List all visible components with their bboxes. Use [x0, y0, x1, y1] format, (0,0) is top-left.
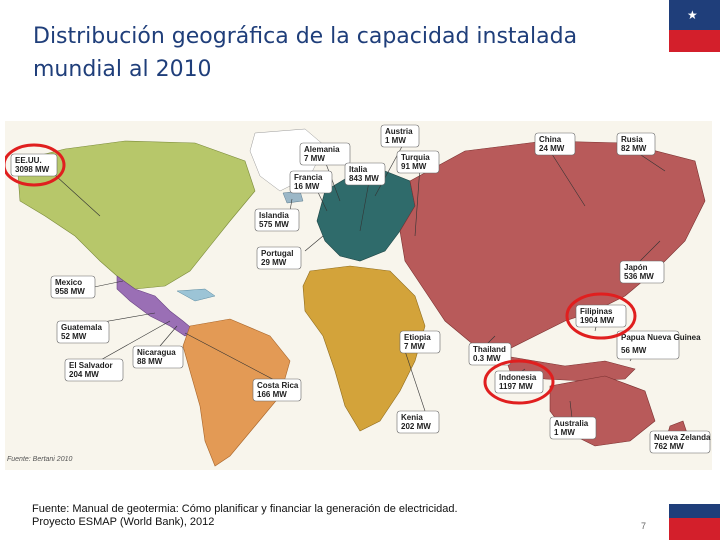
chile-flag-bottom [669, 504, 720, 540]
source-line-1: Fuente: Manual de geotermia: Cómo planif… [32, 503, 458, 515]
svg-text:958 MW: 958 MW [55, 287, 85, 296]
highlight-circle-indonesia [483, 359, 555, 405]
label-etiopia: Etiopia 7 MW [399, 330, 441, 354]
svg-text:24 MW: 24 MW [539, 144, 565, 153]
asia-shape [399, 140, 706, 352]
flag-blue-band-bottom [669, 504, 720, 518]
label-italia: Italia 843 MW [344, 162, 386, 186]
label-nicaragua: Nicaragua 88 MW [132, 345, 184, 369]
label-indonesia: Indonesia 1197 MW [494, 370, 544, 394]
svg-text:Japón: Japón [624, 263, 648, 272]
svg-text:Italia: Italia [349, 165, 368, 174]
label-costa-rica: Costa Rica 166 MW [252, 378, 302, 402]
svg-text:762 MW: 762 MW [654, 442, 684, 451]
svg-text:88 MW: 88 MW [137, 357, 163, 366]
label-mexico: Mexico 958 MW [50, 275, 96, 299]
caribbean-shape [176, 288, 216, 302]
slide-title: Distribución geográfica de la capacidad … [33, 24, 578, 82]
source-line-2: Proyecto ESMAP (World Bank), 2012 [32, 516, 215, 528]
highlight-circle-filipinas [565, 292, 637, 340]
flag-red-band-bottom [669, 518, 720, 540]
svg-text:1 MW: 1 MW [554, 428, 575, 437]
label-nueva-zelanda: Nueva Zelanda 762 MW [649, 430, 711, 454]
svg-text:Costa Rica: Costa Rica [257, 381, 299, 390]
label-filipinas: Filipinas 1904 MW [575, 304, 627, 328]
star-icon: ★ [687, 8, 698, 22]
label-china: China 24 MW [534, 132, 576, 156]
label-alemania: Alemania 7 MW [299, 142, 351, 166]
svg-text:536 MW: 536 MW [624, 272, 654, 281]
svg-text:0.3 MW: 0.3 MW [473, 354, 501, 363]
svg-text:Francia: Francia [294, 173, 323, 182]
africa-shape [302, 265, 426, 432]
svg-text:7 MW: 7 MW [304, 154, 325, 163]
label-japon: Japón 536 MW [619, 260, 665, 284]
svg-text:EE.UU.: EE.UU. [15, 156, 42, 165]
world-map-svg: EE.UU. 3098 MW Mexico 958 MW Guatemala 5… [5, 124, 711, 467]
svg-text:7 MW: 7 MW [404, 342, 425, 351]
highlight-circles [5, 143, 637, 405]
svg-text:56 MW: 56 MW [621, 346, 647, 355]
svg-text:Kenia: Kenia [401, 413, 423, 422]
label-kenia: Kenia 202 MW [396, 410, 440, 434]
label-el-salvador: El Salvador 204 MW [64, 358, 124, 382]
svg-text:Mexico: Mexico [55, 278, 82, 287]
svg-text:1904 MW: 1904 MW [580, 316, 615, 325]
south-america-shape [182, 318, 291, 467]
svg-text:575 MW: 575 MW [259, 220, 289, 229]
label-australia: Australia 1 MW [549, 416, 597, 440]
svg-text:Islandia: Islandia [259, 211, 289, 220]
label-austria: Austria 1 MW [380, 124, 420, 148]
svg-text:52 MW: 52 MW [61, 332, 87, 341]
svg-text:Nicaragua: Nicaragua [137, 348, 176, 357]
svg-text:Filipinas: Filipinas [580, 307, 613, 316]
world-map: EE.UU. 3098 MW Mexico 958 MW Guatemala 5… [5, 121, 712, 470]
svg-text:843 MW: 843 MW [349, 174, 379, 183]
svg-text:1197 MW: 1197 MW [499, 382, 533, 391]
label-islandia: Islandia 575 MW [254, 208, 300, 232]
map-source-note: Fuente: Bertani 2010 [7, 456, 73, 463]
svg-text:166 MW: 166 MW [257, 390, 287, 399]
label-francia: Francia 16 MW [289, 170, 333, 194]
label-turquia: Turquia 91 MW [396, 150, 440, 174]
svg-text:202 MW: 202 MW [401, 422, 431, 431]
label-papua: Papua Nueva Guinea 56 MW [616, 330, 701, 360]
svg-text:Alemania: Alemania [304, 145, 340, 154]
svg-text:Turquia: Turquia [401, 153, 430, 162]
north-america-shape [16, 140, 256, 290]
svg-text:Australia: Australia [554, 419, 589, 428]
svg-text:82 MW: 82 MW [621, 144, 647, 153]
source-citation: Fuente: Manual de geotermia: Cómo planif… [32, 503, 458, 529]
svg-text:3098 MW: 3098 MW [15, 165, 50, 174]
label-portugal: Portugal 29 MW [256, 246, 302, 270]
svg-text:Thailand: Thailand [473, 345, 506, 354]
highlight-circle-ee-uu [5, 143, 66, 187]
svg-text:1 MW: 1 MW [385, 136, 406, 145]
svg-text:204 MW: 204 MW [69, 370, 99, 379]
svg-text:Austria: Austria [385, 127, 413, 136]
svg-text:Rusia: Rusia [621, 135, 643, 144]
svg-text:Guatemala: Guatemala [61, 323, 102, 332]
page-number: 7 [641, 521, 647, 531]
svg-text:Papua Nueva Guinea: Papua Nueva Guinea [621, 333, 701, 342]
chile-flag-top: ★ [669, 0, 720, 52]
label-guatemala: Guatemala 52 MW [56, 320, 110, 344]
country-labels: EE.UU. 3098 MW Mexico 958 MW Guatemala 5… [10, 124, 711, 454]
flag-red-band [669, 30, 720, 52]
label-ee-uu: EE.UU. 3098 MW [10, 153, 58, 177]
svg-text:El Salvador: El Salvador [69, 361, 113, 370]
label-thailand: Thailand 0.3 MW [468, 342, 512, 366]
label-rusia: Rusia 82 MW [616, 132, 656, 156]
svg-text:29 MW: 29 MW [261, 258, 287, 267]
svg-text:Portugal: Portugal [261, 249, 293, 258]
svg-text:China: China [539, 135, 562, 144]
svg-text:Etiopia: Etiopia [404, 333, 431, 342]
flag-blue-band: ★ [669, 0, 720, 30]
svg-text:Indonesia: Indonesia [499, 373, 537, 382]
svg-text:Nueva Zelanda: Nueva Zelanda [654, 433, 711, 442]
svg-text:16 MW: 16 MW [294, 182, 320, 191]
svg-text:91 MW: 91 MW [401, 162, 427, 171]
